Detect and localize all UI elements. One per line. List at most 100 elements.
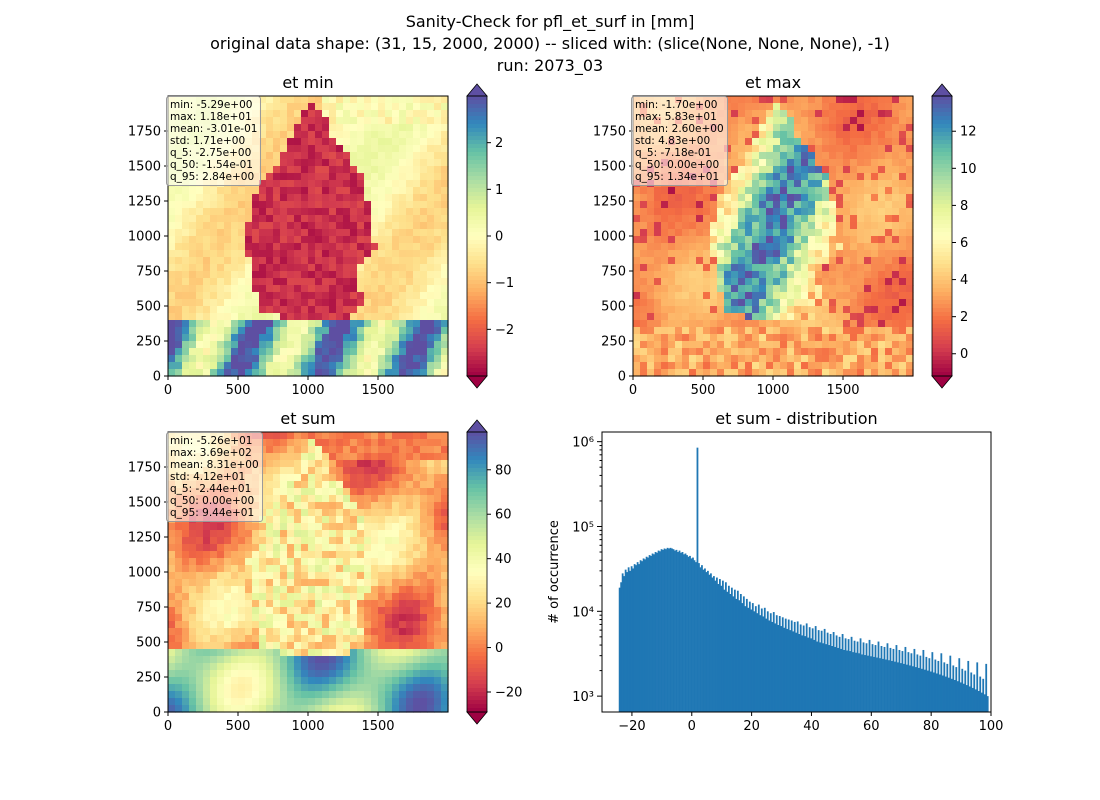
heatmap-cell (752, 292, 760, 300)
heatmap-cell (871, 348, 879, 356)
heatmap-cell (385, 551, 393, 559)
heatmap-cell (413, 96, 421, 104)
heatmap-cell (871, 320, 879, 328)
heatmap-cell (329, 579, 337, 587)
heatmap-cell (385, 306, 393, 314)
heatmap-cell (427, 180, 435, 188)
heatmap-cell (815, 187, 823, 195)
heatmap-cell (392, 257, 400, 265)
heatmap-cell (329, 544, 337, 552)
heatmap-cell (329, 670, 337, 678)
x-tick-label: 0 (164, 383, 172, 398)
heatmap-cell (371, 236, 379, 244)
heatmap-cell (287, 285, 295, 293)
heatmap-cell (696, 313, 704, 321)
heatmap-cell (294, 306, 302, 314)
heatmap-cell (273, 257, 281, 265)
heatmap-cell (878, 348, 886, 356)
colorbar-segment (932, 160, 952, 165)
heatmap-cell (441, 299, 449, 307)
heatmap-cell (322, 264, 330, 272)
heatmap-cell (857, 271, 865, 279)
heatmap-cell (906, 264, 914, 272)
heatmap-cell (357, 509, 365, 517)
heatmap-cell (329, 586, 337, 594)
heatmap-cell (878, 236, 886, 244)
heatmap-cell (385, 117, 393, 125)
heatmap-cell (329, 299, 337, 307)
heatmap-cell (273, 698, 281, 706)
heatmap-cell (434, 327, 442, 335)
heatmap-cell (759, 110, 767, 118)
heatmap-cell (357, 453, 365, 461)
heatmap-cell (906, 320, 914, 328)
heatmap-cell (259, 586, 267, 594)
heatmap-cell (371, 607, 379, 615)
heatmap-cell (668, 236, 676, 244)
heatmap-cell (406, 236, 414, 244)
heatmap-cell (350, 593, 358, 601)
heatmap-cell (196, 698, 204, 706)
heatmap-cell (759, 187, 767, 195)
heatmap-cell (378, 187, 386, 195)
heatmap-cell (322, 572, 330, 580)
heatmap-cell (647, 250, 655, 258)
heatmap-cell (829, 124, 837, 132)
heatmap-cell (175, 551, 183, 559)
heatmap-cell (808, 334, 816, 342)
heatmap-cell (378, 698, 386, 706)
heatmap-cell (210, 705, 218, 713)
heatmap-cell (301, 292, 309, 300)
heatmap-cell (738, 110, 746, 118)
heatmap-cell (801, 313, 809, 321)
heatmap-cell (336, 481, 344, 489)
heatmap-cell (654, 194, 662, 202)
heatmap-cell (238, 537, 246, 545)
heatmap-cell (675, 257, 683, 265)
heatmap-cell (273, 180, 281, 188)
heatmap-cell (294, 117, 302, 125)
heatmap-cell (385, 103, 393, 111)
heatmap-cell (773, 292, 781, 300)
heatmap-cell (385, 362, 393, 370)
heatmap-cell (829, 257, 837, 265)
heatmap-cell (357, 698, 365, 706)
heatmap-cell (329, 201, 337, 209)
heatmap-cell (710, 369, 718, 377)
heatmap-cell (231, 642, 239, 650)
heatmap-cell (836, 334, 844, 342)
heatmap-cell (273, 649, 281, 657)
heatmap-cell (413, 369, 421, 377)
heatmap-cell (357, 670, 365, 678)
heatmap-cell (801, 229, 809, 237)
heatmap-cell (322, 362, 330, 370)
heatmap-cell (413, 474, 421, 482)
heatmap-cell (175, 628, 183, 636)
heatmap-cell (175, 208, 183, 216)
heatmap-cell (399, 432, 407, 440)
heatmap-cell (661, 215, 669, 223)
heatmap-cell (850, 327, 858, 335)
heatmap-cell (378, 124, 386, 132)
heatmap-cell (364, 551, 372, 559)
heatmap-cell (441, 348, 449, 356)
heatmap-cell (294, 684, 302, 692)
heatmap-cell (371, 572, 379, 580)
heatmap-cell (406, 264, 414, 272)
heatmap-cell (266, 649, 274, 657)
heatmap-cell (787, 313, 795, 321)
heatmap-cell (857, 369, 865, 377)
heatmap-cell (322, 334, 330, 342)
heatmap-cell (287, 432, 295, 440)
heatmap-cell (399, 236, 407, 244)
heatmap-cell (399, 467, 407, 475)
heatmap-cell (675, 285, 683, 293)
heatmap-cell (864, 96, 872, 104)
heatmap-cell (287, 677, 295, 685)
heatmap-cell (329, 257, 337, 265)
heatmap-cell (196, 278, 204, 286)
heatmap-cell (280, 698, 288, 706)
heatmap-cell (231, 362, 239, 370)
heatmap-cell (413, 222, 421, 230)
heatmap-cell (364, 691, 372, 699)
